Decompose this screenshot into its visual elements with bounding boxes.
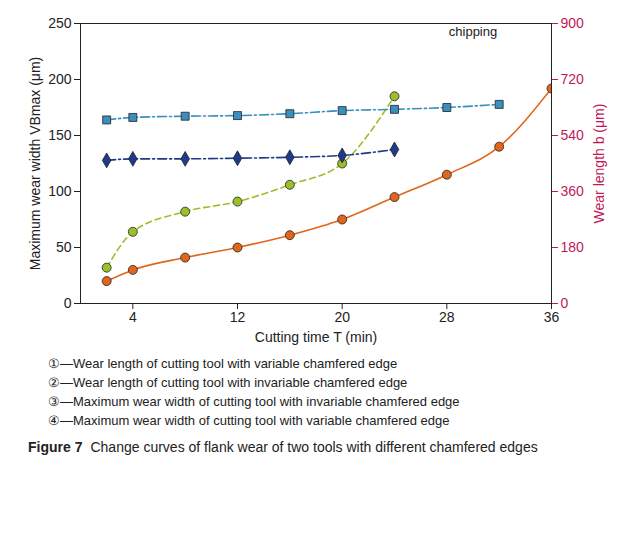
svg-text:0: 0: [561, 295, 569, 311]
svg-text:28: 28: [439, 309, 455, 325]
html-text:Figure 7: Figure 7: [28, 439, 83, 455]
svg-text:100: 100: [48, 183, 72, 199]
html-text:①—Wear length of cutting tool: ①—Wear length of cutting tool with varia…: [48, 356, 398, 371]
svg-text:180: 180: [561, 239, 585, 255]
svg-text:50: 50: [56, 239, 72, 255]
html-text:④—Maximum wear width of cuttin: ④—Maximum wear width of cutting tool wit…: [48, 413, 450, 428]
svg-text:200: 200: [48, 71, 72, 87]
svg-text:0: 0: [64, 295, 72, 311]
svg-text:150: 150: [48, 127, 72, 143]
svg-text:250: 250: [48, 15, 72, 31]
svg-text:720: 720: [561, 71, 585, 87]
html-text:Change curves of flank wear of: Change curves of flank wear of two tools…: [90, 439, 538, 455]
svg-text:4: 4: [129, 309, 137, 325]
svg-text:Cutting time T (min): Cutting time T (min): [255, 329, 377, 345]
html-text:③—Maximum wear width of cuttin: ③—Maximum wear width of cutting tool wit…: [48, 394, 460, 409]
html-text:②—Wear length of cutting tool: ②—Wear length of cutting tool with invar…: [48, 375, 408, 390]
svg-text:360: 360: [561, 183, 585, 199]
svg-text:chipping: chipping: [449, 24, 497, 39]
svg-text:20: 20: [334, 309, 350, 325]
svg-text:Maximum wear width VBmax (μm): Maximum wear width VBmax (μm): [27, 57, 43, 270]
svg-text:36: 36: [544, 309, 560, 325]
svg-text:Wear length b (μm): Wear length b (μm): [591, 104, 607, 224]
svg-text:540: 540: [561, 127, 585, 143]
svg-text:900: 900: [561, 15, 585, 31]
svg-text:12: 12: [230, 309, 246, 325]
